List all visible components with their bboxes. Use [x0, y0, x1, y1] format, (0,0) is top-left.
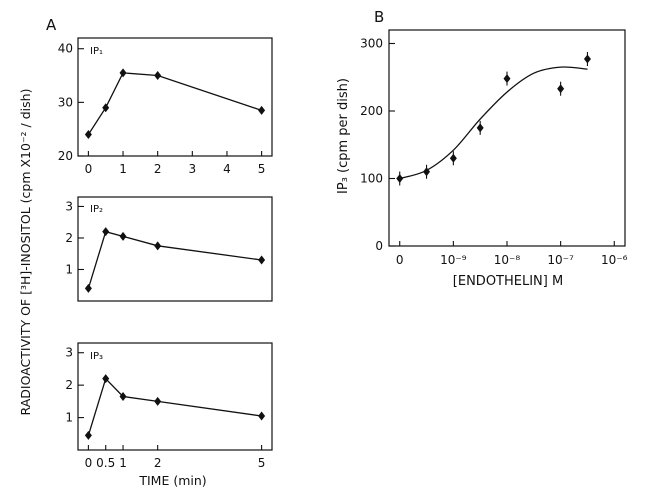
panel-a3: IP₃ TIME (min) 1 2 3 0 0.5 1 2 5	[65, 342, 273, 488]
panel-a2-title: IP₂	[90, 204, 103, 215]
panel-a3-ytick-label: 3	[65, 346, 73, 360]
panel-a1-data-point	[258, 105, 266, 115]
panel-b-ylabel: IP₃ (cpm per dish)	[336, 78, 351, 194]
panel-a3-data-point	[102, 374, 110, 384]
panel-a1-data-point	[154, 71, 162, 81]
panel-a1-ytick-label: 30	[58, 95, 73, 109]
panel-a1-series-line	[87, 72, 262, 135]
panel-a2-data-point	[102, 227, 110, 237]
panel-b-letter: B	[374, 8, 384, 26]
panel-a2-ytick-label: 2	[65, 231, 73, 245]
panel-b-frame	[388, 29, 626, 247]
panel-a3-xtick-label: 1	[119, 456, 127, 470]
panel-a3-xtick-label: 0	[85, 456, 93, 470]
panel-a3-series-line	[87, 377, 262, 436]
panel-a3-ytick-label: 2	[65, 378, 73, 392]
panel-b-xtick-label: 10⁻⁸	[494, 253, 521, 267]
panel-a2-frame	[77, 196, 273, 302]
panel-a3-data-point	[258, 411, 266, 421]
panel-a2-data-point	[258, 255, 266, 265]
panel-b-data-point	[476, 123, 484, 133]
panel-a2-data-point	[154, 241, 162, 251]
panel-a3-data-point	[84, 430, 92, 440]
panel-a2-ytick-label: 3	[65, 199, 73, 213]
panel-a-letter: A	[46, 16, 57, 34]
panel-a3-frame	[77, 342, 273, 451]
panel-a1-xtick-label: 2	[154, 162, 162, 176]
panel-b-data-point	[583, 54, 591, 64]
panel-b-ytick-label: 300	[360, 37, 383, 51]
panel-a2-series-line	[87, 230, 262, 289]
panel-a1-xtick-label: 0	[85, 162, 93, 176]
panel-a3-ytick-label: 1	[65, 411, 73, 425]
panel-b-xlabel: [ENDOTHELIN] M	[453, 274, 563, 289]
panel-a1-xtick-label: 4	[223, 162, 231, 176]
panel-b-data-point	[557, 84, 565, 94]
panel-a1: IP₁ 20 30 40 0 1 2 3 4 5	[58, 37, 273, 176]
panel-a1-frame	[77, 37, 273, 157]
panel-b-data-point	[503, 74, 511, 84]
panel-a1-data-point	[119, 68, 127, 78]
panel-b-ytick-label: 0	[375, 239, 383, 253]
panel-b-ytick-label: 100	[360, 172, 383, 186]
panel-b-fit-curve	[399, 66, 588, 180]
panel-a2-data-point	[119, 231, 127, 241]
panel-a1-ytick-label: 40	[58, 42, 73, 56]
panel-a3-xtick-label: 5	[258, 456, 266, 470]
panel-a-shared-ylabel: RADIOACTIVITY OF [³H]-INOSITOL (cpm X10⁻…	[18, 89, 33, 416]
panel-b-xtick-label: 10⁻⁹	[440, 253, 467, 267]
panel-a3-xtick-label: 2	[154, 456, 162, 470]
panel-b-data-point	[449, 153, 457, 163]
panel-a3-title: IP₃	[90, 351, 103, 362]
panel-b-data-point	[423, 167, 431, 177]
panel-a1-ytick-label: 20	[58, 149, 73, 163]
panel-a3-data-point	[119, 392, 127, 401]
panel-b-ytick-label: 200	[360, 104, 383, 118]
panel-a1-title: IP₁	[90, 46, 103, 57]
panel-a3-data-point	[154, 396, 162, 406]
panel-b-xtick-label: 10⁻⁶	[601, 253, 628, 267]
panel-a2-ytick-label: 1	[65, 262, 73, 276]
panel-b-data-point	[396, 174, 404, 183]
panel-a3-xtick-label: 0.5	[96, 456, 115, 470]
panel-a1-data-point	[84, 130, 92, 140]
panel-b-xtick-label: 10⁻⁷	[547, 253, 574, 267]
panel-a1-xtick-label: 1	[119, 162, 127, 176]
panel-a2: IP₂ 1 2 3	[65, 196, 273, 302]
panel-a1-data-point	[102, 103, 110, 113]
panel-a1-xtick-label: 3	[189, 162, 197, 176]
panel-b: IP₃ (cpm per dish) [ENDOTHELIN] M 0 100 20…	[336, 29, 628, 289]
panel-b-xtick-label: 0	[396, 253, 404, 267]
panel-a3-xlabel: TIME (min)	[138, 473, 206, 488]
panel-a2-data-point	[84, 283, 92, 293]
panel-a1-xtick-label: 5	[258, 162, 266, 176]
